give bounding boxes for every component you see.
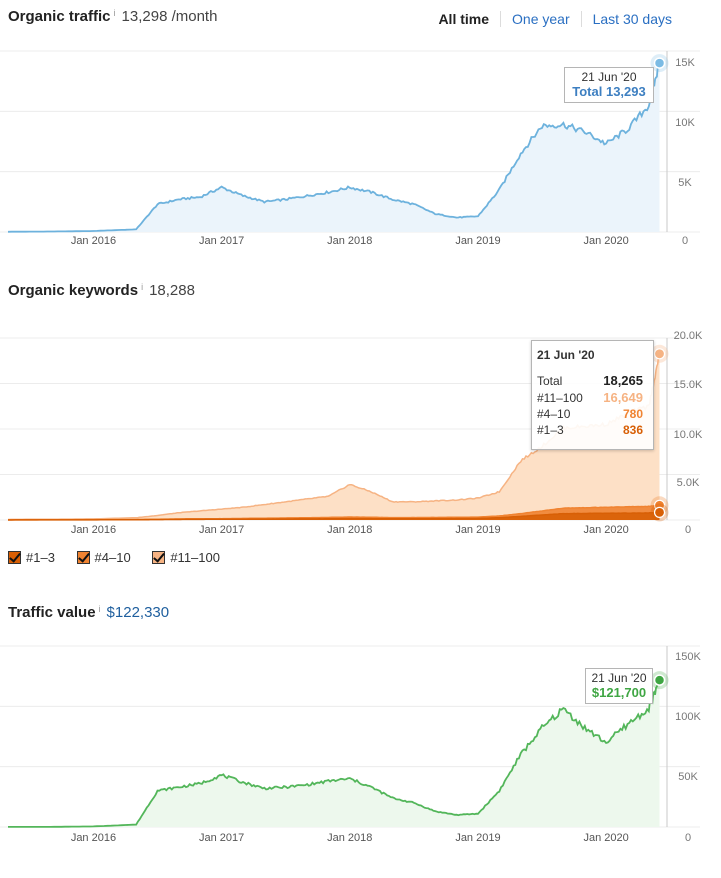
traffic-value-section: Traffic value i $122,330 150K 100K 50K 0 Jan 2… xyxy=(0,594,721,878)
x-tick-label: Jan 2020 xyxy=(583,832,628,844)
x-tick-label: Jan 2018 xyxy=(327,235,372,247)
y-tick-label: 15K xyxy=(675,57,695,69)
x-tick-label: Jan 2016 xyxy=(71,832,116,844)
tooltip-row-label: #1–3 xyxy=(537,423,564,437)
organic-traffic-tooltip: 21 Jun '20 Total 13,293 xyxy=(564,67,654,103)
tooltip-row-value: 18,265 xyxy=(603,373,643,388)
series-area xyxy=(8,63,660,232)
tooltip-row-value: 16,649 xyxy=(603,390,643,405)
x-tick-label: Jan 2019 xyxy=(455,524,500,536)
period-one-year[interactable]: One year xyxy=(500,11,581,27)
tooltip-row: Total 18,265 xyxy=(537,372,643,389)
tooltip-row-label: #11–100 xyxy=(537,390,583,405)
tooltip-rows: Total 18,265 #11–100 16,649 #4–10 780 #1–3 8… xyxy=(537,372,643,438)
series-line xyxy=(7,62,661,233)
x-tick-label: Jan 2018 xyxy=(327,524,372,536)
y-tick-label: 50K xyxy=(678,771,698,783)
y-tick-label: 20.0K xyxy=(674,330,703,342)
y-tick-label: 5K xyxy=(678,177,692,189)
keywords-legend: #1–3 #4–10 #11–100 xyxy=(8,550,238,565)
traffic-value-chart[interactable]: 150K 100K 50K 0 Jan 2016 Jan 2017 Jan 2018 Jan … xyxy=(0,594,721,878)
x-tick-label: Jan 2016 xyxy=(71,524,116,536)
tooltip-row-label: #4–10 xyxy=(537,407,571,421)
y-tick-label: 0 xyxy=(685,832,691,844)
tooltip-date: 21 Jun '20 xyxy=(537,348,595,362)
x-tick-label: Jan 2016 xyxy=(71,235,116,247)
tooltip-row: #4–10 780 xyxy=(537,406,643,422)
x-tick-label: Jan 2020 xyxy=(583,235,628,247)
tooltip-date: 21 Jun '20 xyxy=(581,70,637,84)
current-point xyxy=(653,57,666,69)
legend-item-top10[interactable]: #4–10 xyxy=(76,550,131,565)
organic-keywords-value: 18,288 xyxy=(149,282,195,299)
info-icon[interactable]: i xyxy=(98,604,101,614)
series-line xyxy=(8,676,661,828)
legend-label: #1–3 xyxy=(26,550,55,565)
x-tick-label: Jan 2019 xyxy=(455,832,500,844)
traffic-value-title: Traffic value xyxy=(8,604,96,621)
organic-traffic-section: Organic traffic i 13,298 /month All time On… xyxy=(0,0,721,270)
y-tick-label: 0 xyxy=(685,524,691,536)
legend-item-top3[interactable]: #1–3 xyxy=(8,550,55,565)
series-11-100-area xyxy=(8,353,660,520)
y-tick-label: 0 xyxy=(682,235,688,247)
tooltip-row-value: 780 xyxy=(622,407,643,421)
series-1-3-line xyxy=(8,511,660,521)
organic-traffic-chart[interactable]: 15K 10K 5K 0 Jan 2016 Jan 2017 Jan 2018 Jan 201… xyxy=(0,0,721,270)
y-tick-label: 10.0K xyxy=(674,429,703,441)
x-tick-label: Jan 2017 xyxy=(199,524,244,536)
info-icon[interactable]: i xyxy=(141,282,144,292)
tooltip-date: 21 Jun '20 xyxy=(591,671,647,685)
tooltip-total: $121,700 xyxy=(591,685,647,700)
period-selector: All time One year Last 30 days xyxy=(427,11,683,27)
tooltip-row-label: Total xyxy=(537,373,563,388)
organic-traffic-title: Organic traffic xyxy=(8,8,111,25)
current-point xyxy=(653,348,666,360)
tooltip-row-value: 836 xyxy=(622,423,643,437)
traffic-value-header: Traffic value i $122,330 xyxy=(8,604,169,621)
period-all-time[interactable]: All time xyxy=(438,11,490,27)
info-icon[interactable]: i xyxy=(113,8,116,18)
legend-item-top100[interactable]: #11–100 xyxy=(152,550,220,565)
traffic-value-tooltip: 21 Jun '20 $121,700 xyxy=(585,668,653,704)
y-tick-label: 150K xyxy=(675,651,701,663)
legend-label: #4–10 xyxy=(94,550,131,565)
organic-keywords-title: Organic keywords xyxy=(8,282,139,299)
organic-keywords-section: Organic keywords i 18,288 20.0K 15.0K 10.0K 5… xyxy=(0,270,721,600)
y-tick-label: 5.0K xyxy=(677,477,700,489)
x-tick-label: Jan 2017 xyxy=(199,235,244,247)
organic-traffic-value: 13,298 /month xyxy=(121,8,218,25)
y-tick-label: 10K xyxy=(675,117,695,129)
x-tick-label: Jan 2019 xyxy=(455,235,500,247)
x-tick-label: Jan 2017 xyxy=(199,832,244,844)
series-area xyxy=(8,678,660,827)
checkbox-icon[interactable] xyxy=(76,551,90,564)
period-last-30-days[interactable]: Last 30 days xyxy=(580,11,683,27)
y-tick-label: 15.0K xyxy=(674,379,703,391)
organic-keywords-tooltip: 21 Jun '20 Total 18,265 #11–100 16,649 #4–… xyxy=(531,340,654,450)
x-tick-label: Jan 2018 xyxy=(327,832,372,844)
tooltip-row: #11–100 16,649 xyxy=(537,389,643,406)
checkbox-icon[interactable] xyxy=(152,551,166,564)
tooltip-row: #1–3 836 xyxy=(537,422,643,438)
current-point xyxy=(653,674,666,686)
x-tick-label: Jan 2020 xyxy=(583,524,628,536)
organic-keywords-header: Organic keywords i 18,288 xyxy=(8,282,195,299)
y-tick-label: 100K xyxy=(675,711,701,723)
organic-traffic-header: Organic traffic i 13,298 /month xyxy=(8,8,217,25)
traffic-value-amount: $122,330 xyxy=(106,604,170,621)
tooltip-total: Total 13,293 xyxy=(572,84,646,99)
checkbox-icon[interactable] xyxy=(8,551,21,564)
legend-label: #11–100 xyxy=(170,550,220,565)
current-point xyxy=(653,506,666,518)
